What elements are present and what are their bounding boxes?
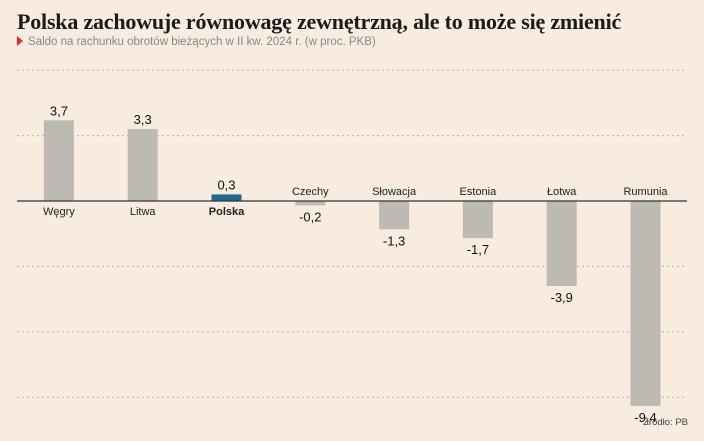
chart-subtitle-text: Saldo na rachunku obrotów bieżących w II… bbox=[28, 36, 376, 48]
category-label-7: Rumunia bbox=[623, 186, 668, 198]
chart-subtitle: Saldo na rachunku obrotów bieżących w II… bbox=[17, 36, 376, 48]
value-label-1: 3,3 bbox=[134, 112, 152, 127]
category-label-2: Polska bbox=[209, 206, 245, 218]
bar-3 bbox=[295, 201, 326, 206]
value-label-0: 3,7 bbox=[50, 103, 68, 118]
bar-5 bbox=[462, 201, 493, 239]
category-label-6: Łotwa bbox=[547, 186, 577, 198]
bar-0 bbox=[43, 120, 74, 201]
category-label-1: Litwa bbox=[130, 206, 157, 218]
triangle-marker-icon bbox=[17, 36, 23, 46]
value-label-7: -9,4 bbox=[634, 410, 656, 425]
chart-title: Polska zachowuje równowagę zewnętrzną, a… bbox=[17, 9, 622, 34]
value-label-2: 0,3 bbox=[217, 177, 235, 192]
value-label-6: -3,9 bbox=[550, 290, 572, 305]
value-label-4: -1,3 bbox=[383, 233, 405, 248]
category-label-5: Estonia bbox=[460, 186, 498, 198]
category-label-3: Czechy bbox=[292, 186, 329, 198]
bar-2 bbox=[211, 194, 242, 201]
category-label-0: Węgry bbox=[43, 206, 75, 218]
bar-1 bbox=[127, 129, 158, 201]
bar-7 bbox=[630, 201, 661, 406]
source-note: Źródło: PB bbox=[643, 417, 688, 428]
bar-6 bbox=[546, 201, 577, 287]
category-label-4: Słowacja bbox=[372, 186, 417, 198]
bar-4 bbox=[379, 201, 410, 230]
value-label-3: -0,2 bbox=[299, 209, 321, 224]
value-label-5: -1,7 bbox=[467, 242, 489, 257]
